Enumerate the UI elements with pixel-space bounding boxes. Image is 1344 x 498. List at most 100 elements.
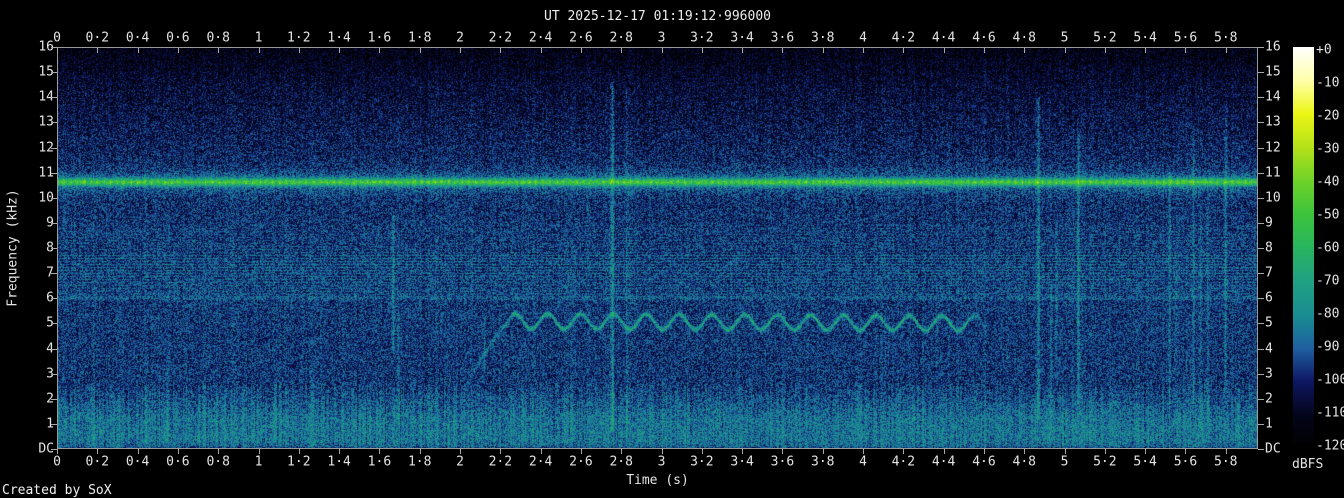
time-tick-top — [1145, 48, 1147, 53]
time-tick-label-bottom: 1·6 — [367, 454, 392, 470]
freq-tick-label-right: 15 — [1265, 64, 1281, 80]
freq-tick-label-right: 12 — [1265, 140, 1281, 155]
db-tick-label: -60 — [1316, 240, 1340, 256]
time-tick-bottom — [379, 449, 381, 454]
freq-tick-right — [1258, 423, 1264, 425]
freq-tick-label-left: 15 — [38, 64, 54, 80]
time-tick-label-top: 1·6 — [367, 30, 392, 46]
time-tick-top — [500, 48, 502, 53]
freq-tick-left — [51, 298, 57, 300]
freq-tick-left — [51, 197, 57, 199]
freq-tick-label-right: 2 — [1265, 391, 1273, 407]
time-tick-label-bottom: 5 — [1060, 454, 1069, 470]
time-tick-label-top: 2·4 — [528, 30, 553, 46]
time-tick-label-top: 4·2 — [891, 30, 916, 46]
time-tick-label-bottom: 2·8 — [609, 454, 633, 470]
time-tick-top — [983, 48, 985, 53]
time-tick-label-bottom: 1·4 — [327, 454, 351, 470]
time-tick-label-top: 0·6 — [166, 30, 190, 46]
time-tick-label-bottom: 2 — [456, 454, 464, 470]
time-tick-top — [379, 48, 381, 53]
freq-tick-label-left: 2 — [46, 391, 54, 406]
freq-tick-right — [1258, 273, 1264, 275]
time-tick-bottom — [661, 449, 663, 454]
freq-tick-right — [1258, 248, 1264, 249]
time-tick-top — [460, 48, 462, 53]
time-tick-label-top: 0 — [53, 30, 61, 46]
time-tick-label-bottom: 4·4 — [931, 454, 956, 470]
time-tick-label-bottom: 5·8 — [1214, 454, 1238, 470]
time-tick-label-bottom: 5·6 — [1173, 454, 1198, 470]
freq-tick-label-left: 12 — [38, 140, 54, 155]
freq-tick-label-left: 11 — [38, 165, 54, 181]
time-tick-bottom — [298, 449, 300, 454]
time-tick-bottom — [137, 449, 139, 454]
time-tick-top — [661, 48, 663, 53]
freq-tick-label-left: 9 — [46, 215, 54, 230]
time-tick-top — [177, 48, 179, 53]
time-tick-label-bottom: 1·2 — [287, 454, 311, 470]
db-tick-label: -40 — [1316, 174, 1340, 190]
freq-tick-left — [51, 72, 57, 74]
freq-tick-left — [51, 273, 57, 275]
freq-tick-left — [51, 423, 57, 425]
time-tick-bottom — [782, 449, 784, 454]
time-tick-top — [137, 48, 139, 53]
time-tick-top — [540, 48, 542, 53]
time-tick-label-bottom: 3 — [657, 454, 666, 470]
time-tick-label-top: 2 — [456, 30, 464, 46]
time-tick-top — [782, 48, 784, 53]
time-tick-bottom — [500, 449, 502, 454]
freq-tick-label-right: 11 — [1265, 165, 1281, 181]
time-tick-label-top: 5·6 — [1173, 30, 1198, 46]
time-tick-label-top: 5 — [1060, 30, 1069, 46]
freq-tick-right — [1258, 298, 1264, 300]
time-tick-bottom — [621, 449, 623, 454]
freq-tick-label-right: 7 — [1265, 265, 1273, 281]
freq-tick-left — [51, 47, 57, 48]
time-tick-bottom — [1185, 449, 1187, 454]
time-tick-label-top: 2·6 — [569, 30, 593, 46]
spectrogram-canvas — [57, 47, 1258, 449]
freq-tick-label-right: 5 — [1265, 315, 1273, 331]
freq-tick-label-left: 3 — [46, 366, 54, 381]
time-tick-label-bottom: 1 — [254, 454, 263, 470]
freq-tick-label-right: 3 — [1265, 366, 1273, 382]
freq-tick-right — [1258, 47, 1264, 48]
time-tick-label-top: 1·2 — [287, 30, 311, 46]
colorbar — [1293, 47, 1314, 449]
db-tick-label: -20 — [1316, 108, 1340, 124]
freq-tick-label-right: 4 — [1265, 341, 1273, 356]
time-tick-label-top: 1·4 — [327, 30, 351, 46]
time-tick-label-bottom: 3·4 — [730, 454, 754, 470]
time-tick-label-top: 3·4 — [730, 30, 754, 46]
time-tick-label-top: 4·8 — [1012, 30, 1036, 46]
time-tick-top — [97, 48, 99, 53]
freq-tick-label-left: DC — [38, 441, 54, 457]
time-tick-top — [822, 48, 824, 53]
time-tick-top — [258, 48, 260, 53]
time-tick-top — [701, 48, 703, 53]
time-tick-bottom — [460, 449, 462, 454]
figure-title: UT 2025-12-17 01:19:12·996000 — [544, 9, 771, 24]
db-tick-label: -110 — [1316, 405, 1344, 421]
freq-tick-label-left: 6 — [46, 291, 54, 306]
freq-tick-right — [1258, 323, 1264, 325]
time-tick-bottom — [701, 449, 703, 454]
freq-tick-label-left: 5 — [46, 316, 54, 331]
time-tick-bottom — [1225, 449, 1227, 454]
time-tick-bottom — [218, 449, 220, 454]
freq-tick-label-right: 14 — [1265, 89, 1281, 105]
time-tick-label-top: 0·2 — [85, 30, 110, 46]
time-tick-bottom — [97, 449, 99, 454]
freq-tick-left — [51, 97, 57, 99]
time-tick-bottom — [580, 449, 582, 454]
time-tick-label-top: 5·2 — [1093, 30, 1117, 46]
time-tick-label-bottom: 2·2 — [488, 454, 513, 470]
time-tick-label-top: 2·2 — [488, 30, 513, 46]
time-tick-top — [1225, 48, 1227, 53]
time-tick-label-top: 3·8 — [810, 30, 835, 46]
time-tick-label-top: 3·2 — [690, 30, 714, 46]
freq-tick-right — [1258, 147, 1264, 149]
freq-tick-label-right: 16 — [1265, 39, 1281, 55]
